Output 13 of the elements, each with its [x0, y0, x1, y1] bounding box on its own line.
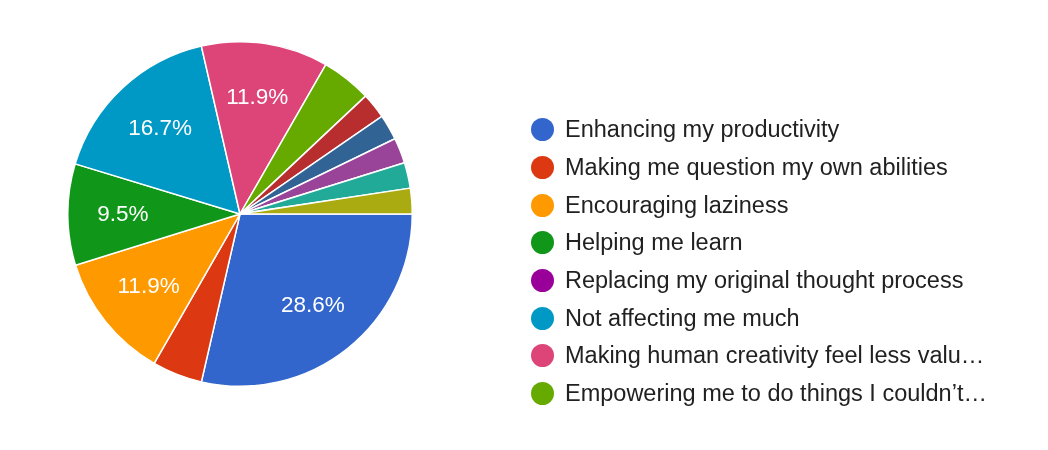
legend-label: Replacing my original thought process — [565, 267, 964, 295]
legend-label: Helping me learn — [565, 229, 743, 257]
legend-label: Making me question my own abilities — [565, 154, 948, 182]
data-label: 11.9% — [226, 84, 289, 110]
data-label: 16.7% — [128, 114, 192, 140]
data-label: 11.9% — [117, 273, 180, 299]
data-label: 9.5% — [97, 200, 149, 226]
data-label: 28.6% — [281, 291, 345, 317]
legend-label: Not affecting me much — [565, 304, 800, 332]
legend-label: Enhancing my productivity — [565, 116, 840, 144]
legend-label: Making human creativity feel less valu… — [565, 342, 985, 370]
legend-label: Encouraging laziness — [565, 191, 789, 219]
legend-label: Empowering me to do things I couldn’t… — [565, 380, 987, 408]
